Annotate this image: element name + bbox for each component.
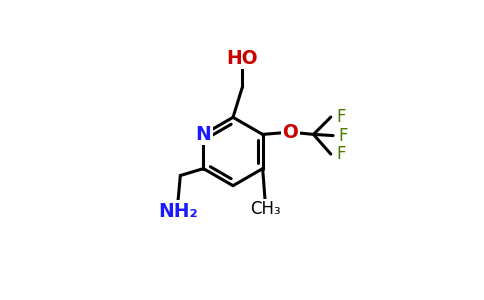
Text: F: F	[339, 127, 348, 145]
Text: NH₂: NH₂	[158, 202, 198, 221]
Text: CH₃: CH₃	[250, 200, 280, 218]
Text: N: N	[196, 125, 212, 144]
Text: HO: HO	[227, 49, 258, 68]
Text: F: F	[336, 108, 346, 126]
Text: O: O	[283, 123, 298, 142]
Text: F: F	[336, 145, 346, 163]
